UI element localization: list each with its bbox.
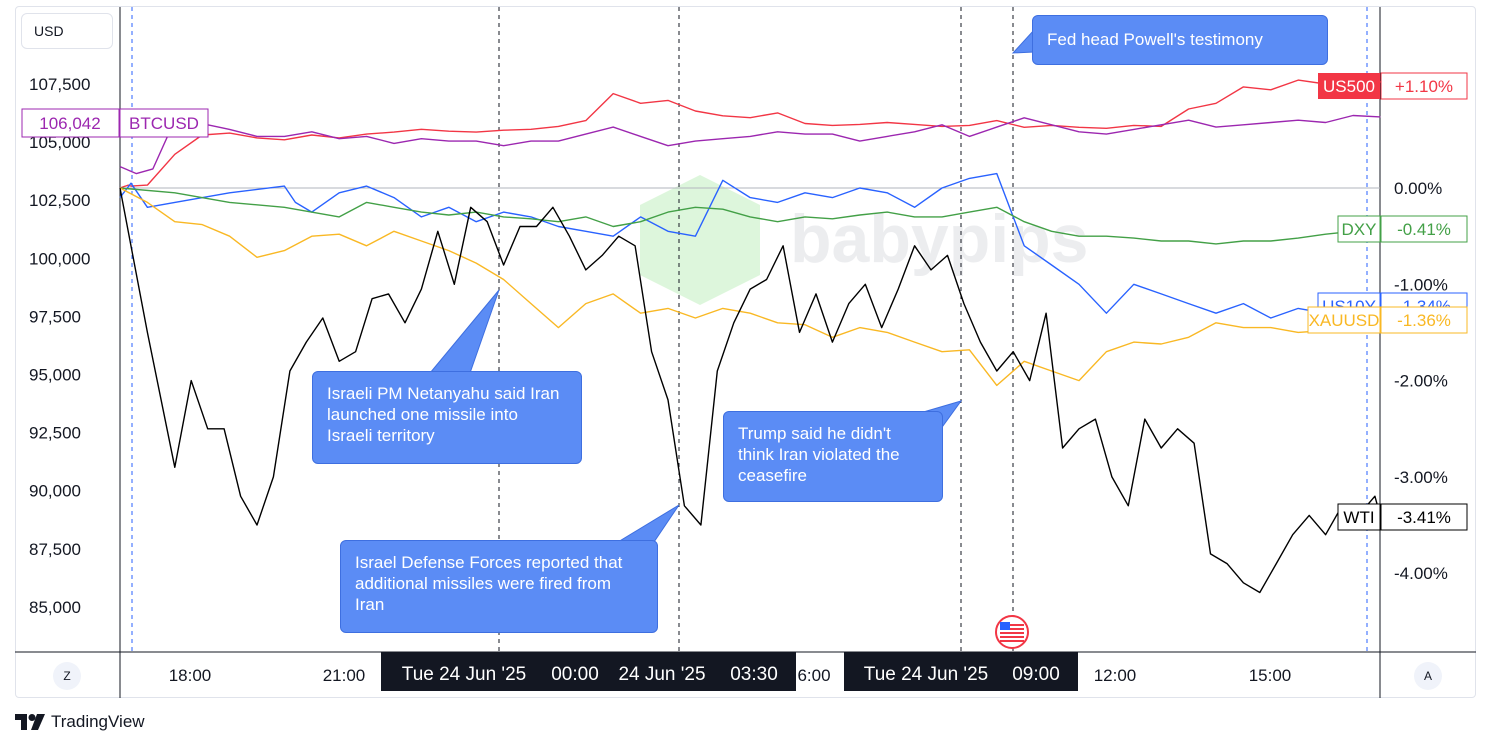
- series-line-us10y: [119, 172, 1381, 324]
- flag-stripe: [1000, 640, 1024, 642]
- flag-stripe: [1000, 636, 1024, 638]
- tag-xauusd-value: -1.36%: [1397, 311, 1451, 330]
- tag-xauusd-value-box: [1380, 306, 1468, 334]
- left-tick-label: 100,000: [29, 249, 90, 268]
- tag-xauusd-name: XAUUSD: [1309, 311, 1380, 330]
- left-tick-label: 107,500: [29, 75, 90, 94]
- auto-scale-button[interactable]: A: [1414, 662, 1442, 690]
- scale-z-button[interactable]: Z: [53, 662, 81, 690]
- series-line-wti: [119, 187, 1382, 594]
- pointer-netanyahu: [428, 289, 500, 374]
- tradingview-icon: [15, 714, 45, 730]
- left-tick-label: 87,500: [29, 540, 81, 559]
- tradingview-brand: TradingView: [51, 712, 145, 731]
- tradingview-logo[interactable]: TradingView: [15, 712, 145, 732]
- x-tick-label: 15:00: [1249, 666, 1292, 685]
- crosshair-time-label: 00:00: [551, 664, 599, 685]
- tag-wti-value-box: [1380, 503, 1468, 531]
- annotation-trump: Trump said he didn't think Iran violated…: [723, 411, 943, 502]
- series-line-xauusd: [119, 187, 1381, 387]
- tag-wti-name: WTI: [1343, 508, 1374, 527]
- tag-xauusd-name-box: [1307, 306, 1381, 334]
- flag-stripe: [1000, 628, 1024, 630]
- tag-us500-value-box: [1380, 72, 1468, 100]
- tag-wti-value: -3.41%: [1397, 508, 1451, 527]
- annotation-powell: Fed head Powell's testimony: [1032, 15, 1328, 65]
- tag-btcusd-value-box: [21, 108, 120, 138]
- x-tick-label: 12:00: [1094, 666, 1137, 685]
- crosshair-time-box-2: [844, 652, 1078, 691]
- tag-dxy-value: -0.41%: [1397, 220, 1451, 239]
- annotation-idf: Israel Defense Forces reported that addi…: [340, 540, 658, 633]
- left-tick-label: 90,000: [29, 482, 81, 501]
- tag-us500-name: US500: [1323, 77, 1375, 96]
- right-tick-label: -3.00%: [1394, 468, 1448, 487]
- pointer-powell: [1011, 28, 1035, 54]
- annotation-netanyahu: Israeli PM Netanyahu said Iran launched …: [312, 371, 582, 464]
- right-tick-label: -4.00%: [1394, 564, 1448, 583]
- tag-dxy-value-box: [1380, 215, 1468, 243]
- left-tick-label: 102,500: [29, 191, 90, 210]
- left-tick-label: 85,000: [29, 598, 81, 617]
- flag-canton: [1000, 622, 1010, 630]
- tag-btcusd-name-box: [119, 108, 209, 138]
- right-tick-label: 0.00%: [1394, 179, 1442, 198]
- crosshair-time-label: Tue 24 Jun '25: [864, 664, 988, 685]
- watermark-text: babypips: [790, 201, 1089, 277]
- crosshair-time-label: 03:30: [730, 664, 778, 685]
- series-line-btcusd: [119, 114, 1381, 175]
- watermark-group: babypips: [640, 175, 1089, 305]
- tag-dxy-name: DXY: [1342, 220, 1377, 239]
- pointer-idf: [616, 504, 680, 543]
- left-tick-label: 95,000: [29, 366, 81, 385]
- crosshair-time-label: 24 Jun '25: [618, 664, 705, 685]
- tag-btcusd-name: BTCUSD: [129, 114, 199, 133]
- left-tick-label: 92,500: [29, 424, 81, 443]
- crosshair-time-label: Tue 24 Jun '25: [402, 664, 526, 685]
- left-tick-label: 105,000: [29, 133, 90, 152]
- series-line-dxy: [119, 187, 1381, 245]
- tag-us500-value: +1.10%: [1395, 77, 1453, 96]
- tag-us500-name-box: [1318, 73, 1380, 99]
- x-tick-label: 6:00: [797, 666, 830, 685]
- left-tick-label: 97,500: [29, 307, 81, 326]
- right-tick-label: -1.00%: [1394, 275, 1448, 294]
- flag-stripe: [1000, 624, 1024, 626]
- flag-stripe: [1000, 632, 1024, 634]
- right-tick-label: -2.00%: [1394, 372, 1448, 391]
- tag-wti-name-box: [1337, 503, 1381, 531]
- crosshair-time-label: 09:00: [1012, 664, 1060, 685]
- tag-dxy-name-box: [1337, 215, 1381, 243]
- chart-frame: [15, 6, 1476, 698]
- x-tick-label: 21:00: [323, 666, 366, 685]
- currency-unit-selector[interactable]: USD: [21, 13, 113, 49]
- crosshair-time-box-1: [381, 652, 796, 691]
- watermark-cube-icon: [640, 175, 760, 305]
- tag-btcusd-value: 106,042: [39, 114, 100, 133]
- x-tick-label: 18:00: [169, 666, 212, 685]
